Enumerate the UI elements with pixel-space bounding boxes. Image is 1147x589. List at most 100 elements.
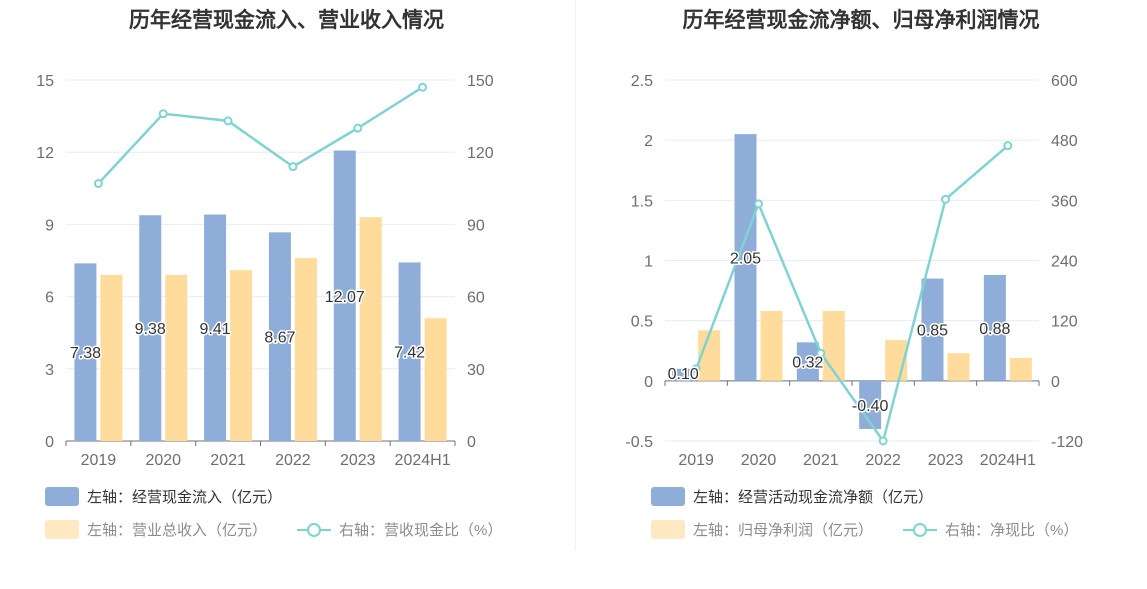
legend-label: 右轴：净现比（%） <box>945 522 1079 539</box>
line-point <box>93 178 103 188</box>
left-axis-tick-label: 1 <box>644 254 653 271</box>
bar-primary <box>204 214 227 441</box>
chart-title-right: 历年经营现金流净额、归母净利润情况 <box>682 8 1040 32</box>
left-axis-tick-label: 2.5 <box>631 73 653 90</box>
data-label: 2.05 <box>730 250 761 267</box>
bar-primary <box>734 134 757 381</box>
legend-item-op-cash-net[interactable]: 左轴：经营活动现金流净额（亿元） <box>651 486 933 507</box>
data-label: 0.85 <box>917 323 948 340</box>
panel-divider <box>575 0 576 550</box>
bar-primary <box>398 262 421 441</box>
legend-swatch-orange <box>651 520 685 539</box>
left-axis-tick-label: -0.5 <box>625 434 653 451</box>
left-axis-tick-label: 6 <box>45 290 54 307</box>
right-axis-tick-label: 120 <box>467 145 494 162</box>
bar-primary <box>672 368 695 381</box>
x-axis-tick-label: 2023 <box>340 452 376 469</box>
legend-label: 左轴：营业总收入（亿元） <box>87 522 268 539</box>
left-axis-tick-label: 0 <box>644 374 653 391</box>
data-label: 9.41 <box>200 321 231 338</box>
chart-title-left: 历年经营现金流入、营业收入情况 <box>129 8 444 32</box>
line-point <box>418 82 428 92</box>
legend-swatch-blue <box>651 487 685 506</box>
right-axis-tick-label: 150 <box>467 73 494 90</box>
left-axis-tick-label: 15 <box>36 73 54 90</box>
x-axis-tick-label: 2021 <box>210 452 246 469</box>
right-axis-tick-label: 360 <box>1051 193 1078 210</box>
right-axis-tick-label: 0 <box>1051 374 1060 391</box>
line-point <box>878 436 888 446</box>
legend-label: 左轴：经营活动现金流净额（亿元） <box>693 489 934 506</box>
right-axis-tick-label: 600 <box>1051 73 1078 90</box>
legend-line-marker-icon <box>903 520 937 539</box>
line-point <box>158 109 168 119</box>
bar-primary <box>921 278 944 381</box>
bar-secondary <box>947 353 970 381</box>
x-axis-tick-label: 2019 <box>81 452 117 469</box>
bar-secondary <box>760 311 783 381</box>
data-label: 7.38 <box>70 345 101 362</box>
bar-primary <box>74 263 97 441</box>
x-axis-tick-label: 2020 <box>145 452 181 469</box>
left-axis-tick-label: 2 <box>644 133 653 150</box>
line-point <box>353 123 363 133</box>
legend-label: 右轴：营收现金比（%） <box>339 522 503 539</box>
bar-secondary <box>1009 357 1032 381</box>
data-label: 0.88 <box>979 321 1010 338</box>
left-axis-tick-label: 9 <box>45 217 54 234</box>
bar-secondary <box>165 274 188 441</box>
x-axis-tick-label: 2021 <box>803 452 839 469</box>
line-series <box>97 86 424 185</box>
x-axis-tick-label: 2022 <box>275 452 311 469</box>
legend-item-cash-inflow[interactable]: 左轴：经营现金流入（亿元） <box>45 486 282 507</box>
bar-primary <box>983 274 1006 381</box>
x-axis-tick-label: 2023 <box>928 452 964 469</box>
bar-secondary <box>294 258 317 441</box>
legend-item-net-cash-ratio[interactable]: 右轴：净现比（%） <box>903 519 1078 540</box>
bar-secondary <box>100 274 123 441</box>
left-axis-tick-label: 12 <box>36 145 54 162</box>
legend-swatch-blue <box>45 487 79 506</box>
legend-item-revenue[interactable]: 左轴：营业总收入（亿元） <box>45 519 267 540</box>
bar-secondary <box>230 270 253 441</box>
bar-secondary <box>359 217 382 441</box>
left-axis-tick-label: 0.5 <box>631 314 653 331</box>
data-label: 8.67 <box>264 330 295 347</box>
left-axis-tick-label: 3 <box>45 362 54 379</box>
data-label: 12.07 <box>325 289 365 306</box>
line-series <box>694 144 1009 443</box>
line-point <box>941 194 950 204</box>
x-axis-tick-label: 2024H1 <box>980 452 1036 469</box>
right-axis-tick-label: -120 <box>1051 434 1083 451</box>
right-axis-tick-label: 120 <box>1051 314 1078 331</box>
right-axis-tick-label: 240 <box>1051 254 1078 271</box>
chart-right: -0.5 0 0.5 1 1.5 2 2.5 -120 0 120 240 360 480 600 2019… <box>625 73 1083 469</box>
data-label: 0.10 <box>668 366 699 383</box>
line-point <box>754 199 763 209</box>
right-axis-tick-label: 0 <box>467 434 476 451</box>
x-axis-tick-label: 2024H1 <box>395 452 451 469</box>
legend-item-cash-ratio[interactable]: 右轴：营收现金比（%） <box>297 519 502 540</box>
bar-secondary <box>424 318 447 441</box>
line-point <box>288 162 298 172</box>
line-point <box>223 116 233 126</box>
bar-secondary <box>698 330 721 381</box>
legend-label: 左轴：归母净利润（亿元） <box>693 522 874 539</box>
line-point <box>816 348 826 358</box>
data-label: 0.32 <box>792 355 823 372</box>
bar-primary <box>796 342 819 381</box>
left-axis-tick-label: 1.5 <box>631 193 653 210</box>
data-label: -0.40 <box>852 398 889 415</box>
line-point <box>1003 141 1013 151</box>
legend-item-net-profit[interactable]: 左轴：归母净利润（亿元） <box>651 519 873 540</box>
right-axis-tick-label: 90 <box>467 217 485 234</box>
right-axis-tick-label: 60 <box>467 290 485 307</box>
bar-primary <box>139 215 162 441</box>
bar-primary <box>268 232 291 441</box>
left-axis-tick-label: 0 <box>45 434 54 451</box>
legend-label: 左轴：经营现金流入（亿元） <box>87 489 283 506</box>
legend-swatch-orange <box>45 520 79 539</box>
line-point <box>691 364 701 374</box>
x-axis-tick-label: 2019 <box>678 452 714 469</box>
